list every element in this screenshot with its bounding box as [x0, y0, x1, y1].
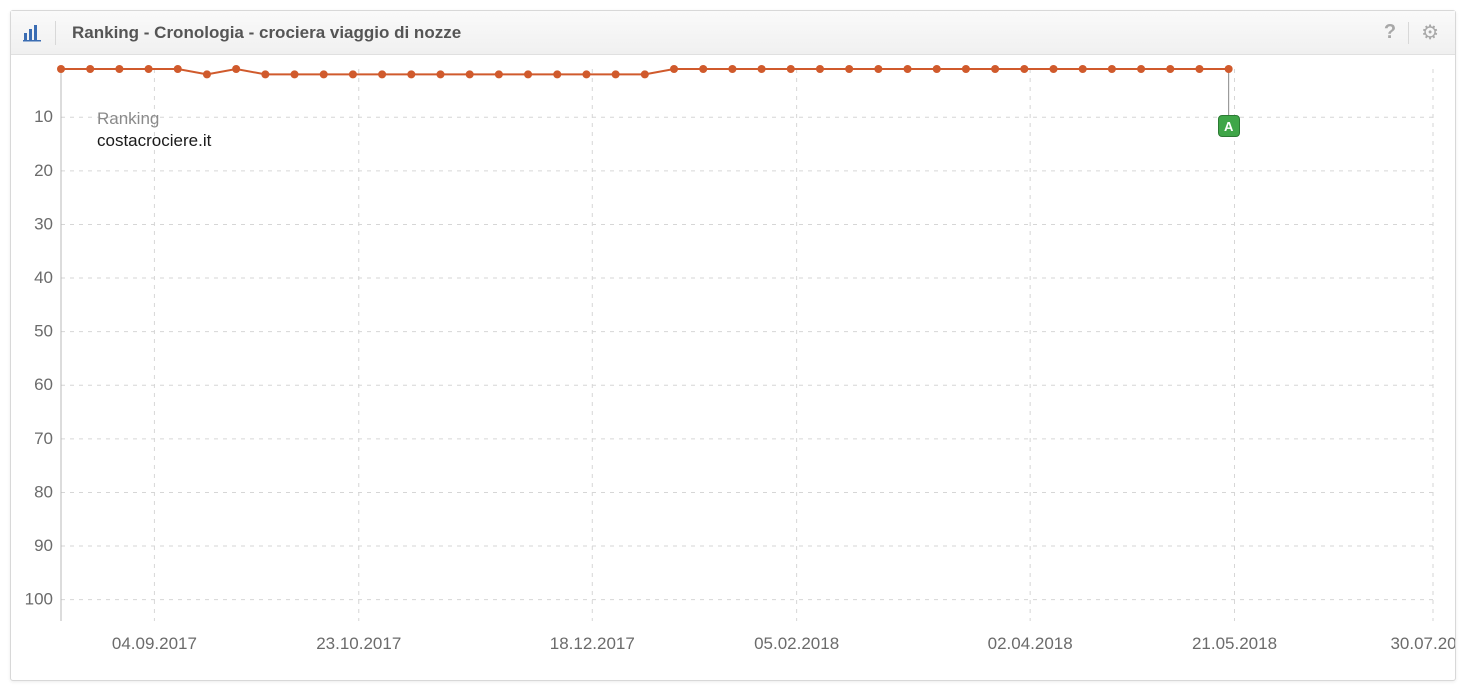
panel-header: Ranking - Cronologia - crociera viaggio …: [11, 11, 1455, 55]
event-marker-badge[interactable]: A: [1218, 115, 1240, 137]
chart-legend: Ranking costacrociere.it: [97, 109, 211, 151]
svg-text:30.07.2018: 30.07.2018: [1390, 634, 1455, 653]
event-marker-label: A: [1224, 119, 1233, 134]
svg-text:90: 90: [34, 536, 53, 555]
panel-title: Ranking - Cronologia - crociera viaggio …: [72, 23, 1380, 43]
gear-icon[interactable]: ⚙: [1417, 20, 1443, 45]
svg-text:04.09.2017: 04.09.2017: [112, 634, 197, 653]
bar-chart-icon: [23, 21, 56, 45]
help-icon[interactable]: ?: [1380, 21, 1400, 44]
legend-title: Ranking: [97, 109, 211, 129]
svg-text:21.05.2018: 21.05.2018: [1192, 634, 1277, 653]
header-actions: ? ⚙: [1380, 20, 1443, 45]
svg-text:50: 50: [34, 322, 53, 341]
svg-text:20: 20: [34, 161, 53, 180]
svg-text:23.10.2017: 23.10.2017: [316, 634, 401, 653]
svg-text:05.02.2018: 05.02.2018: [754, 634, 839, 653]
chart-area: 10 20 30 40 50 60 70 80 90 100 04.09.2017 23.10.201…: [11, 55, 1455, 680]
header-divider: [1408, 22, 1409, 44]
svg-text:10: 10: [34, 107, 53, 126]
ranking-line-chart: 10 20 30 40 50 60 70 80 90 100 04.09.2017 23.10.201…: [11, 55, 1455, 680]
svg-text:02.04.2018: 02.04.2018: [988, 634, 1073, 653]
svg-text:80: 80: [34, 482, 53, 501]
svg-text:40: 40: [34, 268, 53, 287]
svg-text:70: 70: [34, 429, 53, 448]
svg-text:60: 60: [34, 375, 53, 394]
svg-text:18.12.2017: 18.12.2017: [550, 634, 635, 653]
svg-text:30: 30: [34, 214, 53, 233]
legend-domain: costacrociere.it: [97, 131, 211, 151]
ranking-panel: Ranking - Cronologia - crociera viaggio …: [10, 10, 1456, 681]
svg-text:100: 100: [25, 590, 53, 609]
